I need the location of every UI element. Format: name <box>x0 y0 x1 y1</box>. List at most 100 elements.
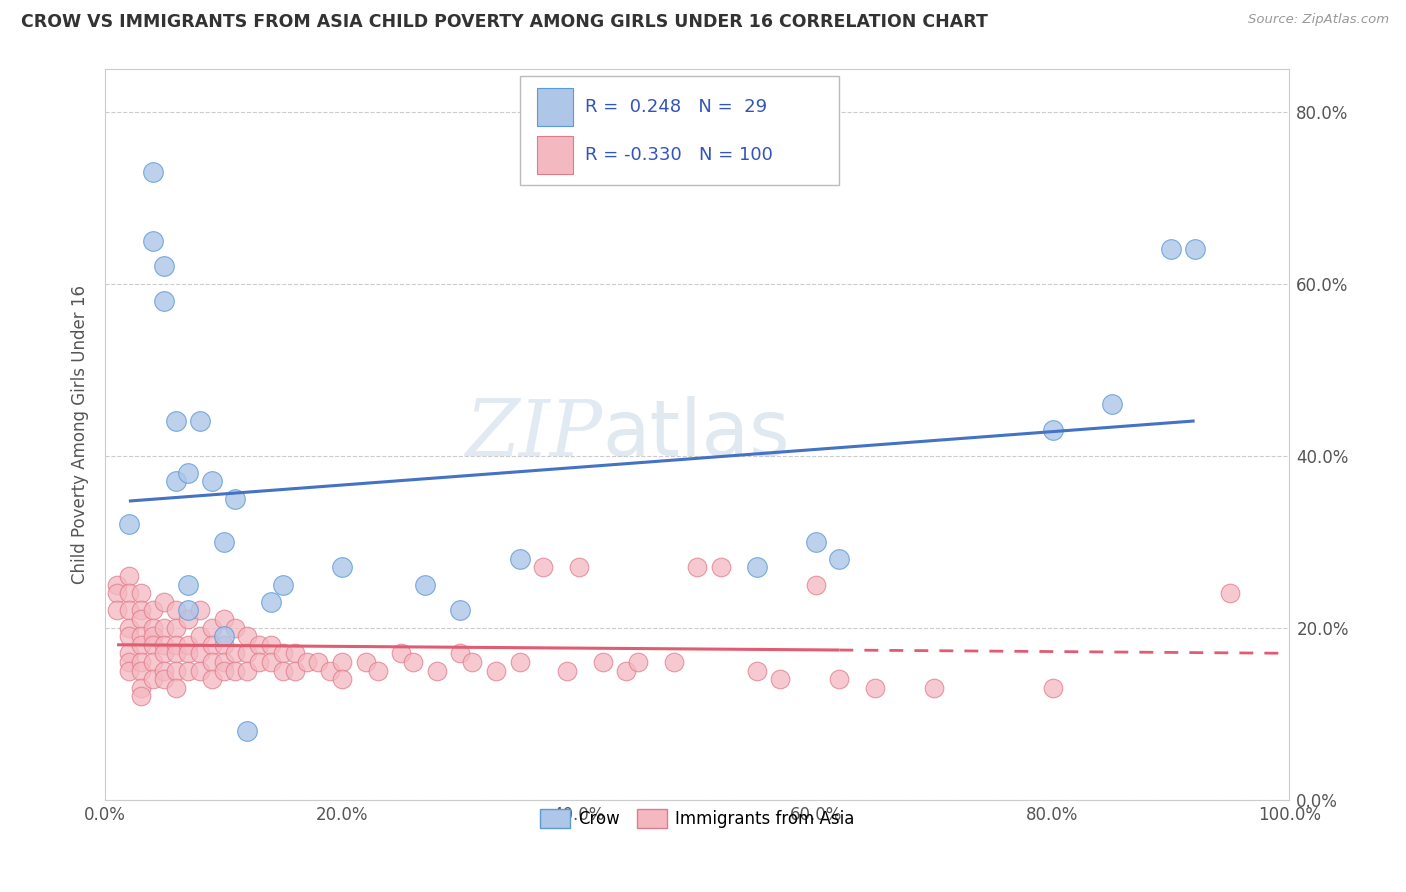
Point <box>142 621 165 635</box>
Point <box>165 475 187 489</box>
Point <box>247 655 270 669</box>
Point <box>769 672 792 686</box>
Point <box>260 638 283 652</box>
Point <box>284 646 307 660</box>
Point <box>129 603 152 617</box>
Point <box>627 655 650 669</box>
Point <box>105 577 128 591</box>
Point <box>804 534 827 549</box>
FancyBboxPatch shape <box>537 87 574 126</box>
Point <box>129 681 152 695</box>
Point <box>236 723 259 738</box>
Point <box>449 603 471 617</box>
Point <box>153 646 176 660</box>
Point <box>367 664 389 678</box>
Point <box>330 655 353 669</box>
Point <box>319 664 342 678</box>
Point <box>188 414 211 428</box>
Point <box>177 466 200 480</box>
Point <box>129 664 152 678</box>
Point <box>188 664 211 678</box>
Point <box>201 655 224 669</box>
Point <box>354 655 377 669</box>
Point <box>188 629 211 643</box>
Point <box>260 595 283 609</box>
Point <box>142 672 165 686</box>
Point <box>153 595 176 609</box>
Point <box>165 681 187 695</box>
Point <box>260 655 283 669</box>
Point <box>118 569 141 583</box>
Text: CROW VS IMMIGRANTS FROM ASIA CHILD POVERTY AMONG GIRLS UNDER 16 CORRELATION CHAR: CROW VS IMMIGRANTS FROM ASIA CHILD POVER… <box>21 13 988 31</box>
Text: Source: ZipAtlas.com: Source: ZipAtlas.com <box>1249 13 1389 27</box>
Y-axis label: Child Poverty Among Girls Under 16: Child Poverty Among Girls Under 16 <box>72 285 89 583</box>
Point <box>1101 397 1123 411</box>
Point <box>212 664 235 678</box>
Point <box>330 672 353 686</box>
Point <box>165 414 187 428</box>
Point <box>165 646 187 660</box>
Point <box>922 681 945 695</box>
Point <box>201 672 224 686</box>
Point <box>105 586 128 600</box>
Point <box>118 586 141 600</box>
Point <box>402 655 425 669</box>
Point <box>153 293 176 308</box>
Point <box>142 165 165 179</box>
Point <box>118 646 141 660</box>
Point <box>153 260 176 274</box>
Point <box>592 655 614 669</box>
Point <box>153 672 176 686</box>
Text: R = -0.330   N = 100: R = -0.330 N = 100 <box>585 145 773 163</box>
Point <box>271 646 294 660</box>
Point <box>142 655 165 669</box>
Point <box>330 560 353 574</box>
Point <box>509 551 531 566</box>
Point <box>224 664 246 678</box>
Point <box>212 612 235 626</box>
Point <box>555 664 578 678</box>
Point <box>153 638 176 652</box>
Point <box>177 603 200 617</box>
Point <box>485 664 508 678</box>
Point <box>568 560 591 574</box>
Point <box>1184 242 1206 256</box>
Point <box>201 475 224 489</box>
Point <box>662 655 685 669</box>
Point <box>614 664 637 678</box>
Point <box>129 586 152 600</box>
Point <box>118 655 141 669</box>
Point <box>165 638 187 652</box>
Point <box>236 629 259 643</box>
Text: R =  0.248   N =  29: R = 0.248 N = 29 <box>585 97 766 116</box>
Text: atlas: atlas <box>603 396 790 472</box>
Point <box>1219 586 1241 600</box>
Point <box>461 655 484 669</box>
Point <box>745 560 768 574</box>
FancyBboxPatch shape <box>537 136 574 174</box>
Point <box>1042 681 1064 695</box>
Legend: Crow, Immigrants from Asia: Crow, Immigrants from Asia <box>533 803 862 835</box>
Point <box>284 664 307 678</box>
Point <box>118 629 141 643</box>
Point <box>201 621 224 635</box>
Point <box>1042 423 1064 437</box>
Point <box>177 638 200 652</box>
Point <box>804 577 827 591</box>
Point <box>188 646 211 660</box>
Point <box>201 638 224 652</box>
Point <box>389 646 412 660</box>
Point <box>307 655 329 669</box>
Point <box>686 560 709 574</box>
Point <box>1160 242 1182 256</box>
Point <box>142 638 165 652</box>
Point <box>212 534 235 549</box>
Point <box>142 234 165 248</box>
Point <box>177 612 200 626</box>
Point <box>236 646 259 660</box>
Point <box>118 621 141 635</box>
Point <box>153 621 176 635</box>
Point <box>105 603 128 617</box>
Point <box>426 664 449 678</box>
Point <box>165 603 187 617</box>
